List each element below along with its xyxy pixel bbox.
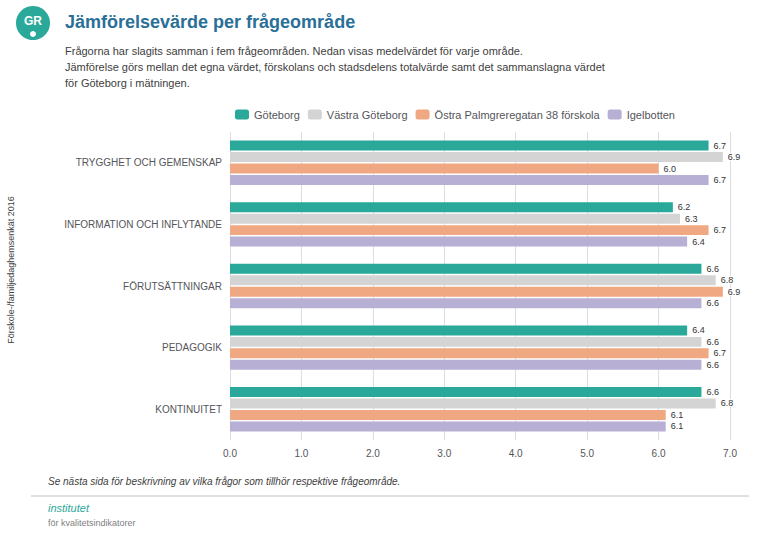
svg-text:6.4: 6.4	[692, 325, 705, 335]
svg-text:6.4: 6.4	[692, 237, 705, 247]
svg-text:Igelbotten: Igelbotten	[627, 109, 675, 121]
svg-text:PEDAGOGIK: PEDAGOGIK	[162, 342, 222, 353]
svg-text:Frågorna har slagits samman i: Frågorna har slagits samman i fem frågeo…	[65, 45, 523, 57]
svg-text:6.0: 6.0	[652, 448, 666, 459]
svg-text:6.6: 6.6	[706, 298, 719, 308]
svg-text:3.0: 3.0	[437, 448, 451, 459]
svg-text:Östra Palmgreregatan 38 försko: Östra Palmgreregatan 38 förskola	[435, 109, 601, 121]
svg-text:6.2: 6.2	[678, 202, 691, 212]
svg-text:7.0: 7.0	[723, 448, 737, 459]
svg-text:Förskole-/familjedaghemsenkät: Förskole-/familjedaghemsenkät 2016	[6, 196, 16, 344]
svg-text:Västra Göteborg: Västra Göteborg	[327, 109, 408, 121]
svg-text:6.3: 6.3	[685, 214, 698, 224]
svg-text:TRYGGHET OCH GEMENSKAP: TRYGGHET OCH GEMENSKAP	[76, 157, 223, 168]
svg-text:6.1: 6.1	[671, 410, 684, 420]
svg-text:Se nästa sida för beskrivning: Se nästa sida för beskrivning av vilka f…	[48, 476, 400, 487]
svg-text:5.0: 5.0	[580, 448, 594, 459]
svg-text:2.0: 2.0	[366, 448, 380, 459]
svg-text:6.7: 6.7	[714, 175, 727, 185]
svg-text:Göteborg: Göteborg	[254, 109, 300, 121]
svg-text:1.0: 1.0	[294, 448, 308, 459]
svg-text:6.6: 6.6	[706, 264, 719, 274]
svg-text:6.6: 6.6	[706, 360, 719, 370]
svg-text:GR: GR	[24, 14, 42, 28]
svg-text:4.0: 4.0	[509, 448, 523, 459]
svg-text:6.0: 6.0	[664, 164, 677, 174]
svg-text:6.6: 6.6	[706, 337, 719, 347]
svg-text:6.8: 6.8	[721, 275, 734, 285]
svg-text:6.6: 6.6	[706, 387, 719, 397]
svg-text:6.8: 6.8	[721, 398, 734, 408]
svg-text:INFORMATION OCH INFLYTANDE: INFORMATION OCH INFLYTANDE	[64, 219, 222, 230]
svg-text:Jämförelsevärde per frågeområd: Jämförelsevärde per frågeområde	[65, 12, 355, 32]
svg-text:KONTINUITET: KONTINUITET	[155, 404, 222, 415]
svg-text:för Göteborg i mätningen.: för Göteborg i mätningen.	[65, 77, 190, 89]
svg-text:Jämförelse görs mellan det egn: Jämförelse görs mellan det egna värdet, …	[65, 61, 605, 73]
svg-text:FÖRUTSÄTTNINGAR: FÖRUTSÄTTNINGAR	[123, 281, 222, 292]
svg-text:0.0: 0.0	[223, 448, 237, 459]
svg-text:6.9: 6.9	[728, 152, 741, 162]
svg-text:för kvalitetsindikatorer: för kvalitetsindikatorer	[48, 518, 136, 528]
svg-text:6.7: 6.7	[714, 348, 727, 358]
svg-text:institutet: institutet	[48, 502, 90, 514]
svg-text:6.7: 6.7	[714, 141, 727, 151]
svg-text:6.7: 6.7	[714, 225, 727, 235]
svg-text:6.9: 6.9	[728, 287, 741, 297]
svg-text:6.1: 6.1	[671, 421, 684, 431]
